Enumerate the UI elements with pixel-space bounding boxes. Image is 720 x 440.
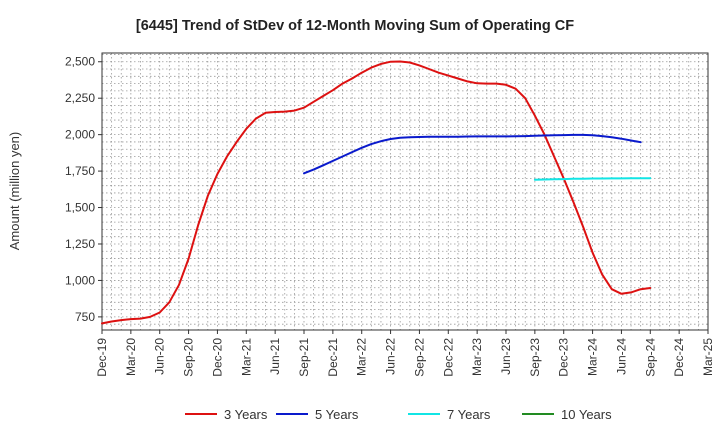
y-tick-label: 2,250	[65, 91, 95, 105]
x-tick-label: Dec-22	[441, 338, 455, 377]
x-tick-label: Mar-24	[586, 338, 600, 376]
x-tick-label: Jun-22	[384, 338, 398, 375]
legend-label-5-years: 5 Years	[315, 407, 359, 422]
y-tick-label: 1,000	[65, 273, 95, 287]
y-tick-label: 1,500	[65, 201, 95, 215]
x-axis-ticks: Dec-19 Mar-20 Jun-20 Sep-20 Dec-20 Mar-21 Jun-…	[95, 330, 715, 377]
x-tick-label: Dec-19	[95, 338, 109, 377]
y-tick-label: 1,250	[65, 237, 95, 251]
grid	[102, 53, 708, 330]
legend-label-7-years: 7 Years	[447, 407, 491, 422]
chart-title: [6445] Trend of StDev of 12-Month Moving…	[136, 18, 574, 34]
x-tick-label: Sep-22	[412, 338, 426, 377]
legend-label-10-years: 10 Years	[561, 407, 612, 422]
series-line-3-years	[101, 60, 652, 325]
x-tick-label: Jun-20	[153, 338, 167, 375]
series-line-7-years	[533, 177, 652, 181]
x-tick-label: Sep-23	[528, 338, 542, 377]
y-tick-label: 2,000	[65, 128, 95, 142]
x-tick-label: Sep-20	[182, 338, 196, 377]
x-tick-label: Dec-24	[672, 338, 686, 377]
x-tick-label: Mar-22	[355, 338, 369, 376]
legend-label-3-years: 3 Years	[224, 407, 268, 422]
x-tick-label: Dec-23	[557, 338, 571, 377]
plot-area-border	[101, 52, 709, 331]
x-tick-label: Mar-20	[124, 338, 138, 376]
x-tick-label: Dec-20	[210, 338, 224, 377]
x-tick-label: Mar-25	[701, 338, 715, 376]
x-tick-label: Jun-24	[614, 338, 628, 375]
x-tick-label: Jun-21	[268, 338, 282, 375]
x-tick-label: Mar-23	[470, 338, 484, 376]
series-lines	[101, 60, 652, 325]
y-tick-label: 750	[75, 310, 95, 324]
x-tick-label: Jun-23	[499, 338, 513, 375]
x-tick-label: Sep-21	[297, 338, 311, 377]
x-tick-label: Dec-21	[326, 338, 340, 377]
legend: 3 Years 5 Years 7 Years 10 Years	[185, 407, 612, 422]
y-tick-label: 1,750	[65, 164, 95, 178]
y-axis-ticks: 750 1,000 1,250 1,500 1,750 2,000 2,250 2,500	[65, 55, 102, 324]
series-line-5-years	[303, 133, 642, 175]
y-axis-label: Amount (million yen)	[7, 132, 22, 251]
y-tick-label: 2,500	[65, 55, 95, 69]
x-tick-label: Mar-21	[239, 338, 253, 376]
x-tick-label: Sep-24	[643, 338, 657, 377]
